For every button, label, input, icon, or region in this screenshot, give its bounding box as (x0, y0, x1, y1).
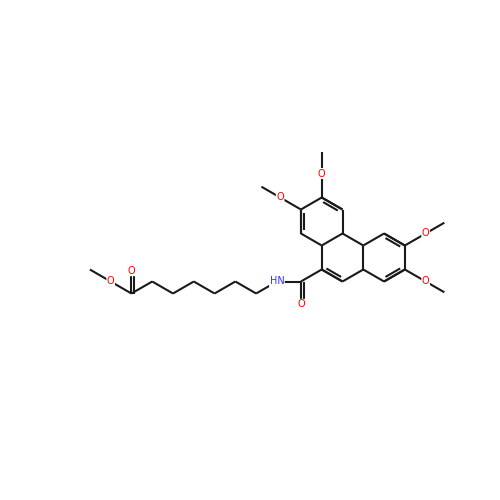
Text: O: O (422, 276, 430, 286)
Text: HN: HN (270, 276, 284, 286)
Text: O: O (318, 168, 326, 178)
Text: O: O (107, 276, 114, 286)
Text: O: O (422, 228, 430, 238)
Text: O: O (128, 266, 136, 276)
Text: O: O (276, 192, 284, 202)
Text: O: O (297, 300, 304, 310)
